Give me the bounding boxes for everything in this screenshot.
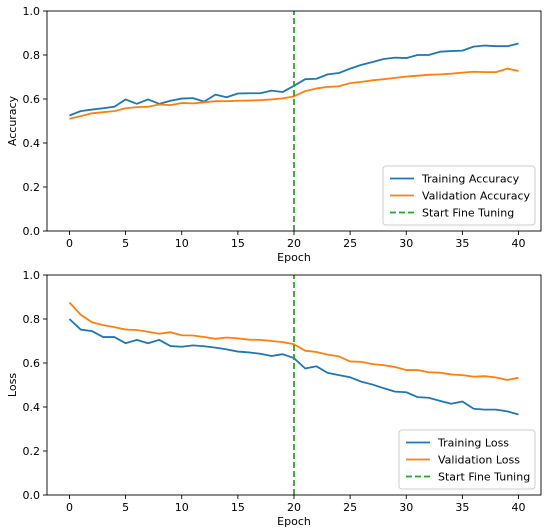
x-tick-label: 30 — [399, 237, 413, 250]
x-tick-label: 10 — [175, 237, 189, 250]
x-tick-label: 25 — [343, 501, 357, 514]
legend-entry: Training Accuracy — [421, 173, 520, 186]
legend-box — [398, 429, 536, 490]
x-tick-label: 0 — [66, 501, 73, 514]
x-tick-label: 40 — [512, 237, 526, 250]
y-tick-label: 0.0 — [23, 225, 41, 238]
accuracy-chart: 0 5 10 15 20 25 30 35 40 0.0 0.2 0.4 0.6 0.8 1.0 Epoch A… — [6, 5, 542, 264]
y-axis-label: Loss — [6, 373, 19, 397]
x-tick-label: 20 — [287, 501, 301, 514]
y-tick-label: 0.6 — [23, 357, 41, 370]
loss-chart: 0 5 10 15 20 25 30 35 40 0.0 0.2 0.4 0.6 0.8 1.0 Epoch L… — [6, 269, 542, 528]
y-tick-label: 0.2 — [23, 445, 41, 458]
legend-entry: Validation Loss — [438, 454, 520, 467]
legend-entry: Training Loss — [437, 437, 509, 450]
x-tick-label: 5 — [122, 501, 129, 514]
legend: Training Loss Validation Loss Start Fine T… — [398, 429, 536, 490]
validation-accuracy-line — [69, 67, 519, 120]
y-tick-label: 1.0 — [23, 269, 41, 282]
y-tick-label: 1.0 — [23, 5, 41, 18]
x-tick-label: 15 — [231, 501, 245, 514]
y-tick-label: 0.0 — [23, 489, 41, 502]
legend-box — [382, 165, 536, 226]
x-tick-label: 5 — [122, 237, 129, 250]
y-tick-label: 0.6 — [23, 93, 41, 106]
x-tick-label: 25 — [343, 237, 357, 250]
y-tick-label: 0.2 — [23, 181, 41, 194]
x-tick-label: 15 — [231, 237, 245, 250]
y-tick-label: 0.4 — [23, 137, 41, 150]
y-tick-label: 0.8 — [23, 49, 41, 62]
x-tick-label: 30 — [399, 501, 413, 514]
x-tick-label: 20 — [287, 237, 301, 250]
x-tick-label: 10 — [175, 501, 189, 514]
x-tick-label: 0 — [66, 237, 73, 250]
x-tick-label: 40 — [512, 501, 526, 514]
x-tick-label: 35 — [455, 237, 469, 250]
x-axis-label: Epoch — [277, 251, 311, 264]
legend-entry: Start Fine Tuning — [422, 207, 514, 220]
y-tick-label: 0.4 — [23, 401, 41, 414]
validation-loss-line — [68, 301, 519, 381]
x-tick-label: 35 — [455, 501, 469, 514]
y-tick-label: 0.8 — [23, 313, 41, 326]
x-axis-label: Epoch — [277, 515, 311, 528]
legend: Training Accuracy Validation Accuracy Star… — [382, 165, 536, 226]
y-axis-label: Accuracy — [6, 95, 19, 146]
legend-entry: Validation Accuracy — [422, 190, 531, 203]
legend-entry: Start Fine Tuning — [438, 471, 530, 484]
